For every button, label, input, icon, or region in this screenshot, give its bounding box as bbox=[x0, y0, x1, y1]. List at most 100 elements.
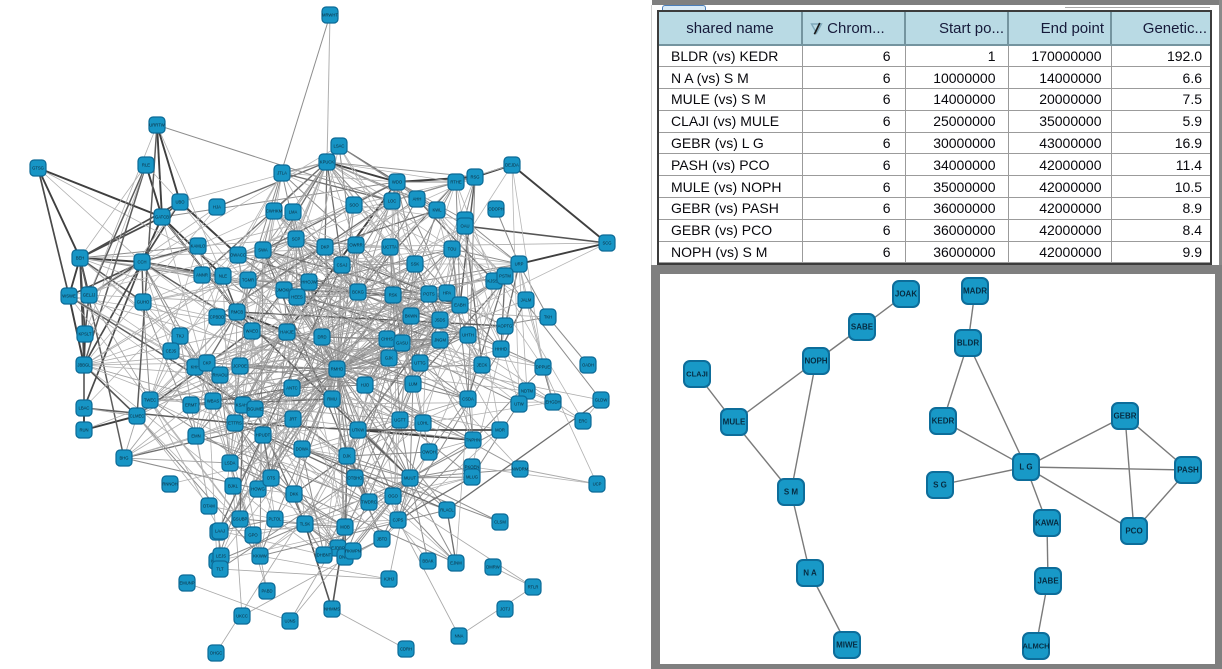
svg-text:ANNR: ANNR bbox=[196, 273, 208, 278]
svg-text:OAU: OAU bbox=[460, 224, 469, 229]
svg-text:CLMEC: CLMEC bbox=[130, 414, 145, 419]
svg-text:ETTRS: ETTRS bbox=[228, 421, 242, 426]
svg-text:GTSG: GTSG bbox=[32, 166, 44, 171]
svg-text:BBAK: BBAK bbox=[422, 559, 433, 564]
svg-text:TKH: TKH bbox=[544, 315, 552, 320]
svg-text:KPUCK: KPUCK bbox=[320, 160, 335, 165]
svg-text:DPPUE: DPPUE bbox=[536, 365, 551, 370]
svg-text:NDTM: NDTM bbox=[521, 389, 534, 394]
svg-text:LAAJ: LAAJ bbox=[215, 529, 225, 534]
svg-text:URP: URP bbox=[515, 262, 524, 267]
svg-text:HHHD: HHHD bbox=[495, 347, 507, 352]
svg-text:RKWPN: RKWPN bbox=[345, 549, 361, 554]
svg-text:LEJS: LEJS bbox=[216, 554, 226, 559]
svg-text:OADH: OADH bbox=[582, 363, 594, 368]
svg-text:JMOKH: JMOKH bbox=[277, 288, 292, 293]
svg-text:MUUT: MUUT bbox=[404, 476, 417, 481]
svg-text:TLT: TLT bbox=[216, 567, 224, 572]
svg-text:JECK: JECK bbox=[477, 363, 488, 368]
svg-text:UCP: UCP bbox=[593, 482, 602, 487]
svg-text:KKWW: KKWW bbox=[253, 554, 267, 559]
svg-text:BGUME: BGUME bbox=[247, 407, 263, 412]
svg-text:KJSSE: KJSSE bbox=[487, 279, 500, 284]
svg-text:UKCC: UKCC bbox=[236, 614, 248, 619]
svg-text:EJNM: EJNM bbox=[450, 561, 462, 566]
svg-text:RUN: RUN bbox=[79, 428, 88, 433]
svg-text:EABH: EABH bbox=[454, 303, 465, 308]
svg-text:RTHE: RTHE bbox=[450, 180, 462, 185]
svg-text:BCKG: BCKG bbox=[352, 290, 364, 295]
svg-text:SCP: SCP bbox=[292, 237, 301, 242]
svg-text:GUHO: GUHO bbox=[137, 300, 150, 305]
svg-text:EJDBP: EJDBP bbox=[331, 546, 345, 551]
svg-text:MOR: MOR bbox=[495, 428, 505, 433]
svg-text:CLSM: CLSM bbox=[494, 520, 506, 525]
svg-text:POTS: POTS bbox=[423, 292, 435, 297]
svg-text:OTS: OTS bbox=[267, 476, 276, 481]
svg-text:HPUDT: HPUDT bbox=[256, 433, 271, 438]
svg-text:RLACL: RLACL bbox=[440, 508, 454, 513]
svg-text:RMCB: RMCB bbox=[231, 310, 244, 315]
svg-text:GLDW: GLDW bbox=[595, 398, 608, 403]
svg-text:LSDA: LSDA bbox=[225, 461, 236, 466]
svg-text:RLE: RLE bbox=[142, 163, 150, 168]
svg-text:DEJDA: DEJDA bbox=[505, 163, 519, 168]
svg-text:DMRW: DMRW bbox=[486, 565, 499, 570]
svg-text:WDO: WDO bbox=[392, 180, 403, 185]
svg-text:RHAOU: RHAOU bbox=[212, 373, 227, 378]
svg-text:CEJS: CEJS bbox=[166, 349, 177, 354]
svg-text:RMU: RMU bbox=[327, 397, 337, 402]
svg-text:GELJJ: GELJJ bbox=[83, 293, 96, 298]
svg-text:CDRH: CDRH bbox=[400, 647, 412, 652]
svg-text:JNGM: JNGM bbox=[434, 338, 446, 343]
svg-text:EHGDH: EHGDH bbox=[545, 400, 560, 405]
svg-text:AOPTG: AOPTG bbox=[498, 324, 513, 329]
svg-text:UTKW: UTKW bbox=[352, 428, 364, 433]
svg-text:HEES: HEES bbox=[291, 295, 303, 300]
svg-text:HAKJE: HAKJE bbox=[280, 330, 294, 335]
svg-text:BHG: BHG bbox=[119, 456, 128, 461]
svg-text:ERMT: ERMT bbox=[185, 403, 197, 408]
svg-text:RSK: RSK bbox=[389, 293, 398, 298]
svg-text:UGTT: UGTT bbox=[394, 418, 406, 423]
svg-text:GSUBP: GSUBP bbox=[233, 517, 248, 522]
svg-text:JOTJ: JOTJ bbox=[500, 607, 510, 612]
svg-text:UHTH: UHTH bbox=[462, 333, 474, 338]
svg-text:TGMR: TGMR bbox=[242, 278, 254, 283]
svg-text:ANTC: ANTC bbox=[286, 386, 297, 391]
svg-text:CCH: CCH bbox=[137, 260, 146, 265]
svg-text:RTLR: RTLR bbox=[528, 585, 539, 590]
svg-text:MLUG: MLUG bbox=[466, 475, 478, 480]
svg-text:RNNOH: RNNOH bbox=[162, 482, 177, 487]
svg-text:JTLA: JTLA bbox=[277, 171, 287, 176]
svg-text:NLE: NLE bbox=[219, 274, 227, 279]
svg-text:WBAS: WBAS bbox=[207, 399, 220, 404]
svg-text:BJKL: BJKL bbox=[228, 484, 239, 489]
svg-text:KHH: KHH bbox=[191, 365, 200, 370]
svg-text:DRD: DRD bbox=[317, 335, 326, 340]
svg-text:GJK: GJK bbox=[385, 356, 393, 361]
svg-text:CPBDD: CPBDD bbox=[210, 315, 225, 320]
svg-text:CHHS: CHHS bbox=[381, 337, 393, 342]
svg-text:SWA: SWA bbox=[258, 248, 268, 253]
svg-text:HJA: HJA bbox=[213, 205, 221, 210]
svg-text:URRTW: URRTW bbox=[149, 123, 165, 128]
svg-text:SSK: SSK bbox=[411, 262, 420, 267]
svg-text:PKOEN: PKOEN bbox=[465, 465, 480, 470]
svg-text:OGO: OGO bbox=[388, 494, 399, 499]
svg-text:AHH: AHH bbox=[413, 197, 422, 202]
svg-text:KWL: KWL bbox=[432, 208, 442, 213]
svg-text:GASU: GASU bbox=[396, 341, 408, 346]
svg-text:TLSK: TLSK bbox=[300, 522, 311, 527]
svg-text:KSAHC: KSAHC bbox=[236, 403, 250, 408]
svg-text:DJK: DJK bbox=[343, 454, 351, 459]
svg-text:LOHL: LOHL bbox=[418, 421, 430, 426]
svg-text:JBBGL: JBBGL bbox=[77, 363, 91, 368]
svg-text:TNPHN: TNPHN bbox=[466, 438, 480, 443]
svg-text:WAEO: WAEO bbox=[246, 329, 259, 334]
svg-text:GPO: GPO bbox=[248, 533, 258, 538]
svg-text:LOC: LOC bbox=[388, 199, 397, 204]
svg-text:DTAM: DTAM bbox=[203, 504, 215, 509]
svg-text:BKWN: BKWN bbox=[405, 314, 418, 319]
svg-text:NNA: NNA bbox=[455, 634, 464, 639]
